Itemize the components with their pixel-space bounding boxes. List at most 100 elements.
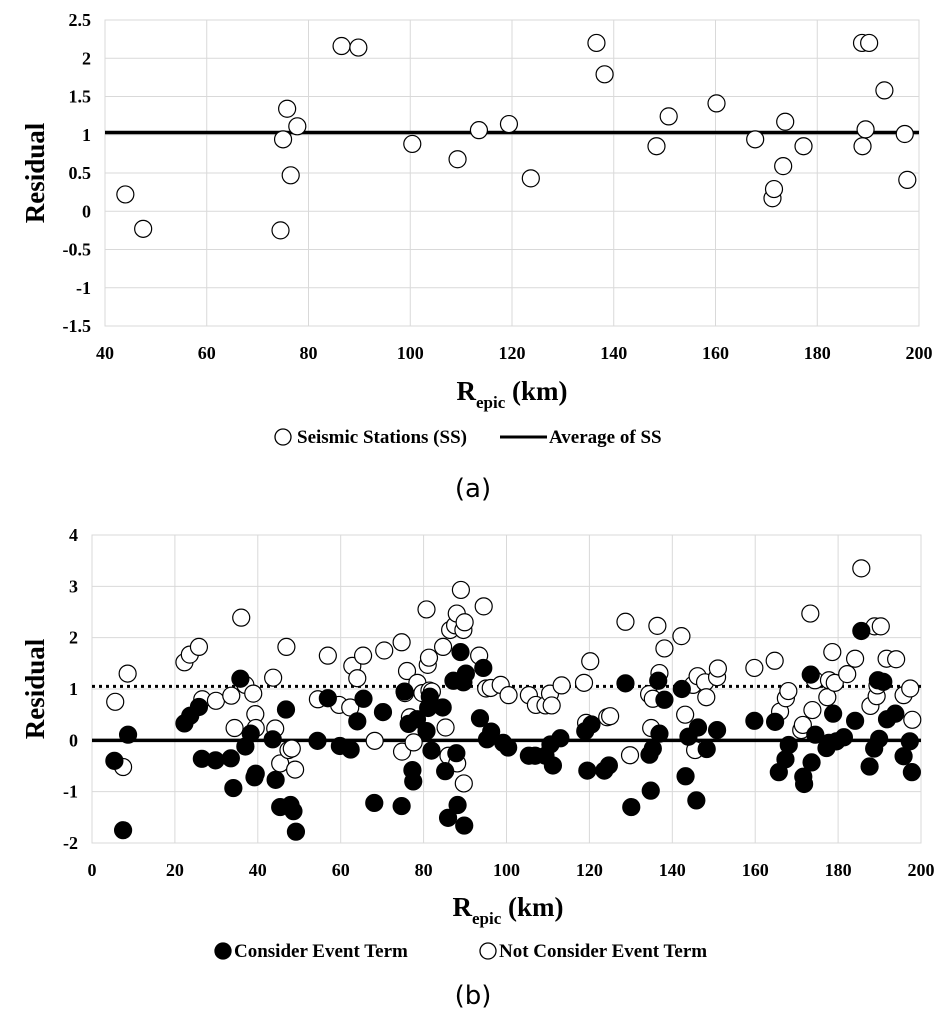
data-point-filled — [779, 735, 798, 755]
data-point-open — [448, 150, 467, 169]
data-point-open — [134, 219, 153, 238]
x-tick-label: 80 — [300, 343, 318, 363]
data-point-filled — [650, 724, 669, 743]
data-point-open — [887, 650, 906, 669]
data-point-open — [765, 651, 784, 670]
data-point-open — [286, 760, 305, 779]
data-point-filled — [284, 802, 303, 821]
data-point-filled — [499, 738, 518, 757]
data-point-open — [349, 38, 368, 57]
data-point-filled — [578, 761, 597, 780]
y-tick-label: 2 — [82, 48, 91, 68]
data-point-open — [845, 649, 865, 668]
data-point-filled — [420, 687, 439, 706]
data-point-open — [581, 652, 600, 671]
data-point-open — [318, 646, 337, 665]
x-tick-label: 180 — [825, 860, 852, 880]
data-point-open — [455, 613, 474, 632]
data-point-filled — [622, 797, 641, 817]
data-point-filled — [649, 671, 668, 690]
data-point-open — [542, 696, 561, 715]
data-point-open — [106, 692, 125, 711]
data-point-open — [574, 673, 594, 692]
data-point-filled — [365, 793, 384, 813]
data-point-open — [659, 107, 678, 126]
x-tick-label: 160 — [742, 860, 769, 880]
y-tick-label: -2 — [63, 833, 78, 853]
y-tick-label: 3 — [69, 576, 78, 596]
data-point-open — [774, 157, 793, 176]
data-point-open — [852, 559, 871, 578]
data-point-open — [273, 130, 293, 149]
data-point-filled — [834, 728, 854, 747]
data-point-filled — [448, 795, 467, 815]
data-point-filled — [231, 669, 250, 688]
data-point-filled — [189, 697, 209, 717]
data-point-open — [823, 642, 842, 662]
data-point-open — [436, 718, 455, 737]
y-tick-label: 2.5 — [69, 10, 92, 30]
data-point-open — [116, 185, 135, 204]
data-point-filled — [582, 715, 601, 734]
data-point-open — [454, 774, 473, 793]
data-point-open — [838, 665, 857, 684]
data-point-filled — [241, 724, 260, 743]
data-point-filled — [824, 704, 843, 723]
panel-b-legend: Consider Event Term Not Consider Event T… — [214, 941, 707, 962]
data-point-filled — [276, 700, 296, 719]
data-point-filled — [482, 722, 501, 741]
data-point-filled — [436, 762, 455, 781]
data-point-open — [672, 627, 691, 646]
data-point-open — [708, 659, 727, 678]
y-tick-label: -1 — [76, 278, 91, 298]
data-point-open — [856, 120, 875, 139]
data-point-filled — [676, 767, 695, 786]
data-point-filled — [395, 682, 414, 701]
data-point-open — [348, 669, 367, 688]
data-point-open — [278, 99, 297, 118]
data-point-open — [397, 661, 417, 681]
data-point-filled — [870, 729, 889, 748]
y-tick-label: 2 — [69, 628, 78, 648]
data-point-filled — [373, 702, 393, 722]
data-point-filled — [407, 710, 427, 729]
data-point-open — [118, 664, 137, 683]
data-point-open — [499, 686, 518, 705]
data-point-filled — [118, 725, 138, 744]
data-point-filled — [456, 664, 475, 683]
panel-b-y-axis-title: Residual — [20, 638, 50, 739]
data-point-filled — [286, 822, 306, 841]
data-point-open — [601, 707, 620, 726]
data-point-filled — [551, 729, 570, 748]
data-point-open — [853, 137, 872, 156]
data-point-open — [901, 679, 920, 698]
data-point-open — [222, 686, 241, 705]
data-point-open — [697, 688, 716, 707]
data-point-filled — [795, 774, 814, 794]
x-tick-label: 100 — [493, 860, 520, 880]
x-tick-label: 200 — [908, 860, 935, 880]
x-tick-label: 140 — [600, 343, 627, 363]
data-point-filled — [318, 689, 337, 708]
data-point-open — [417, 600, 436, 619]
data-point-open — [803, 700, 822, 720]
data-point-open — [875, 81, 894, 100]
y-tick-label: 0.5 — [69, 163, 92, 183]
data-point-filled — [599, 756, 618, 775]
legend-label-seismic-stations: Seismic Stations (SS) — [297, 427, 467, 448]
panel-b-x-tick-labels: 0 20 40 60 80 100 120 140 160 180 200 — [88, 860, 935, 880]
data-point-filled — [105, 751, 124, 770]
data-point-filled — [886, 704, 905, 723]
x-tick-label: 40 — [96, 343, 114, 363]
data-point-filled — [643, 739, 662, 758]
data-point-filled — [655, 690, 674, 709]
data-point-filled — [422, 741, 441, 760]
x-tick-label: 0 — [88, 860, 97, 880]
data-point-filled — [341, 740, 360, 759]
data-point-filled — [348, 712, 367, 731]
data-point-open — [746, 130, 765, 149]
data-point-filled — [687, 791, 706, 810]
data-point-open — [244, 684, 263, 703]
data-point-filled — [688, 718, 708, 737]
